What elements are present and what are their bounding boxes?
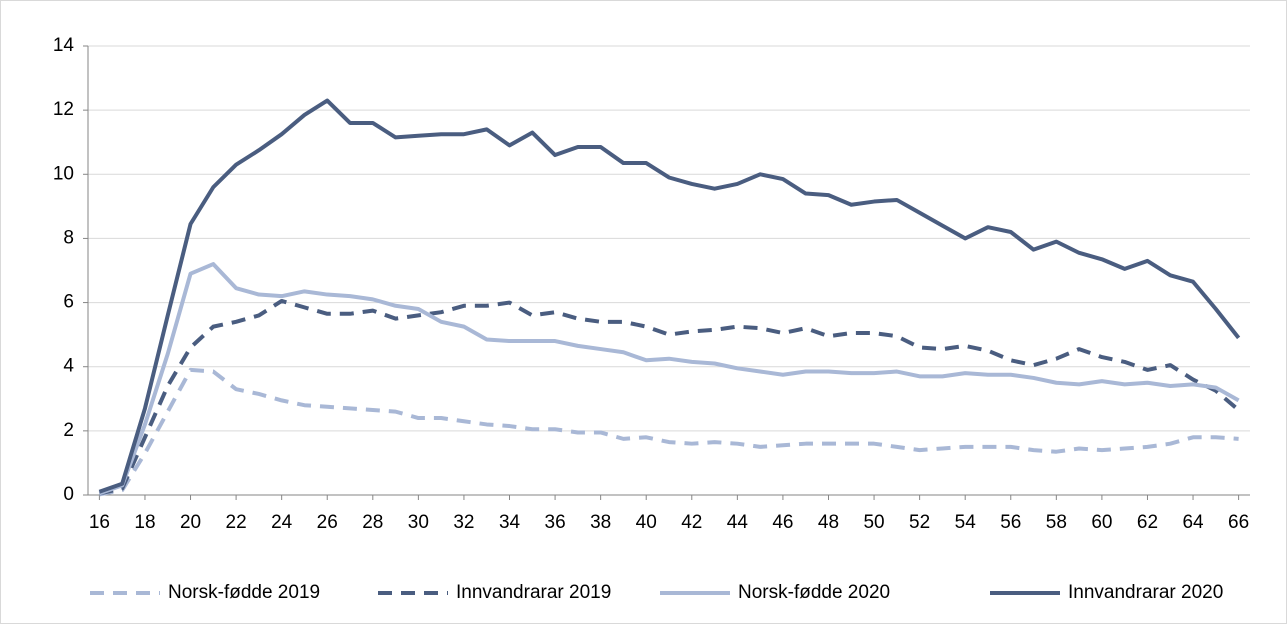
x-tick-label: 18	[134, 512, 155, 533]
x-tick-label: 38	[590, 512, 611, 533]
x-tick-label: 42	[681, 512, 702, 533]
x-tick-label: 20	[180, 512, 201, 533]
x-tick-label: 30	[408, 512, 429, 533]
legend-label: Innvandrarar 2019	[456, 582, 611, 603]
x-tick-label: 56	[1000, 512, 1021, 533]
x-tick-label: 66	[1228, 512, 1249, 533]
y-tick-label: 14	[53, 35, 75, 56]
series-line	[98, 98, 1241, 494]
x-tick-label: 62	[1137, 512, 1158, 533]
series-line	[99, 367, 1239, 497]
x-tick-label: 24	[271, 512, 293, 533]
series-line	[98, 262, 1240, 496]
y-tick-label: 2	[63, 420, 74, 441]
legend-label: Norsk-fødde 2020	[738, 582, 890, 603]
x-tick-label: 54	[955, 512, 977, 533]
x-tick-label: 46	[772, 512, 793, 533]
y-tick-label: 4	[63, 356, 74, 377]
x-tick-label: 16	[89, 512, 110, 533]
x-tick-label: 22	[226, 512, 247, 533]
y-tick-label: 10	[53, 163, 74, 184]
x-tick-label: 32	[453, 512, 474, 533]
x-tick-label: 26	[317, 512, 338, 533]
x-tick-label: 52	[909, 512, 930, 533]
x-tick-label: 60	[1091, 512, 1112, 533]
x-tick-label: 64	[1182, 512, 1204, 533]
y-tick-label: 6	[63, 292, 74, 313]
x-tick-label: 36	[545, 512, 566, 533]
y-tick-label: 12	[53, 99, 74, 120]
y-tick-label: 8	[63, 227, 74, 248]
x-tick-label: 58	[1046, 512, 1067, 533]
legend-label: Innvandrarar 2020	[1068, 582, 1223, 603]
x-tick-label: 28	[362, 512, 383, 533]
y-tick-label: 0	[63, 484, 74, 505]
legend-label: Norsk-fødde 2019	[168, 582, 320, 603]
x-tick-label: 40	[636, 512, 657, 533]
x-tick-label: 34	[499, 512, 521, 533]
x-tick-label: 44	[727, 512, 749, 533]
x-tick-label: 50	[863, 512, 884, 533]
x-tick-label: 48	[818, 512, 839, 533]
